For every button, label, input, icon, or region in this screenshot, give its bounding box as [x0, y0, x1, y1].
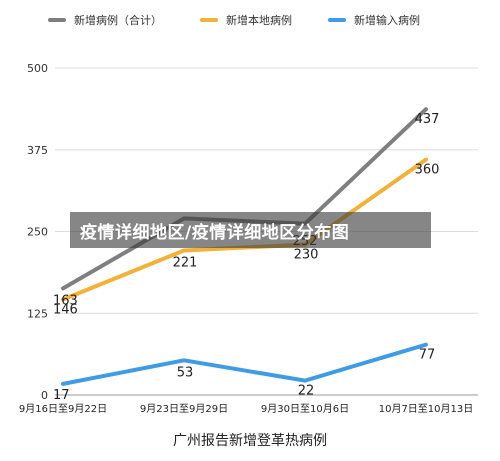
data-label-1-2: 230 [294, 248, 319, 263]
legend-label-total: 新增病例（合计） [74, 14, 162, 27]
legend-item-total: 新增病例（合计） [48, 12, 162, 28]
x-tick-label-1: 9月23日至9月29日 [140, 403, 228, 415]
legend-label-local: 新增本地病例 [226, 14, 292, 27]
data-label-0-3: 437 [415, 112, 440, 127]
y-tick-label-375: 375 [27, 144, 48, 157]
x-tick-label-2: 9月30日至10月6日 [261, 403, 349, 415]
chart-legend: 新增病例（合计） 新增本地病例 新增输入病例 [0, 10, 500, 34]
series-line-2 [61, 342, 428, 386]
x-axis-title: 广州报告新增登革热病例 [173, 433, 327, 449]
y-tick-label-0: 0 [41, 389, 48, 402]
data-label-2-3: 77 [419, 348, 436, 363]
y-tick-label-250: 250 [27, 226, 48, 239]
x-tick-label-3: 10月7日至10月13日 [379, 403, 474, 415]
legend-swatch-total [48, 18, 66, 22]
y-tick-label-125: 125 [27, 307, 48, 320]
y-tick-label-500: 500 [27, 62, 48, 75]
legend-label-imported: 新增输入病例 [354, 14, 420, 27]
data-label-1-1: 221 [173, 255, 198, 270]
data-label-0-0: 163 [53, 293, 78, 308]
legend-swatch-local [200, 18, 218, 22]
data-label-1-0: 146 [53, 303, 78, 318]
overlay-banner: 疫情详细地区/疫情详细地区分布图 [70, 212, 431, 248]
x-tick-label-0: 9月16日至9月22日 [19, 403, 107, 415]
legend-item-local: 新增本地病例 [200, 12, 292, 28]
data-label-2-2: 22 [298, 384, 315, 399]
data-label-2-0: 17 [53, 388, 70, 403]
data-label-2-1: 53 [177, 365, 194, 380]
data-label-1-3: 360 [415, 163, 440, 178]
legend-swatch-imported [328, 18, 346, 22]
legend-item-imported: 新增输入病例 [328, 12, 420, 28]
